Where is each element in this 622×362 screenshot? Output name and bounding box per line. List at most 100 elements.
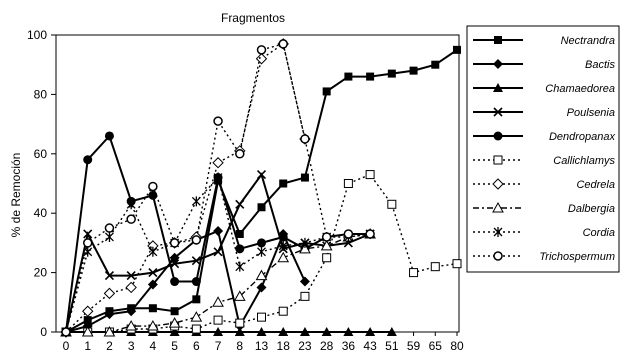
data-point-dalbergia [320,239,333,251]
y-tick-label: 0 [40,325,47,339]
data-point-nectrandra [148,304,157,313]
data-point-nectrandra [453,45,461,54]
legend-label: Callichlamys [553,155,615,167]
legend-marker [494,36,502,44]
data-point-nectrandra [235,229,244,238]
series-line-cordia [65,176,371,333]
data-point-nectrandra [366,72,375,81]
legend-label: Dendropanax [549,131,616,143]
x-tick-label: 65 [429,339,443,353]
legend-item-cedrela: Cedrela [473,178,615,191]
legend-item-poulsenia: Poulsenia [473,107,615,119]
data-point-trichospermum [82,238,93,248]
x-tick-label: 2 [106,339,113,353]
data-point-chamaedorea [343,327,354,336]
legend-item-cordia: Cordia [473,227,615,239]
data-point-bactis [104,309,115,320]
data-point-poulsenia [191,256,201,266]
data-point-nectrandra [344,72,353,81]
data-point-callichlamys [452,259,462,269]
data-point-cedrela [212,157,224,169]
legend-item-chamaedorea: Chamaedorea [473,83,615,95]
legend-label: Trichospermum [539,251,615,263]
data-point-poulsenia [170,259,180,269]
data-point-dendropanax [170,277,180,287]
legend-label: Dalbergia [568,203,615,215]
y-tick-label: 40 [34,206,48,220]
x-tick-label: 5 [171,339,178,353]
x-tick-label: 13 [255,339,269,353]
data-point-chamaedorea [321,327,332,336]
data-point-dalbergia [147,320,159,331]
data-point-cedrela [125,281,137,294]
data-point-trichospermum [126,214,136,224]
data-point-trichospermum [61,327,71,337]
x-tick-label: 80 [450,339,464,353]
data-point-trichospermum [365,229,375,239]
data-point-cordia [191,196,201,207]
data-point-cordia [235,261,245,272]
legend-marker [493,59,503,69]
data-point-trichospermum [191,235,202,245]
data-point-callichlamys [213,315,223,325]
legend-item-dalbergia: Dalbergia [473,201,615,215]
data-point-cedrela [255,53,268,65]
data-point-callichlamys [278,306,288,316]
data-point-dalbergia [125,320,138,331]
data-point-trichospermum [213,116,223,126]
data-point-dalbergia [299,242,311,254]
data-point-nectrandra [387,69,396,78]
x-tick-label: 43 [363,339,377,353]
legend-item-dendropanax: Dendropanax [473,131,615,143]
data-point-trichospermum [169,238,180,248]
legend-box [466,25,620,273]
x-tick-label: 0 [63,339,70,353]
series-cedrela [60,38,311,338]
legend-marker [492,201,504,213]
x-tick-label: 3 [128,339,135,353]
legend-marker [493,251,503,261]
legend-label: Poulsenia [567,107,615,119]
data-point-nectrandra [322,87,331,96]
data-point-poulsenia [126,271,136,281]
data-point-chamaedorea [256,327,267,336]
legend-label: Chamaedorea [545,83,615,95]
data-point-trichospermum [343,229,354,239]
y-tick-label: 20 [34,266,48,280]
data-point-callichlamys [430,262,440,272]
chart-title: Fragmentos [221,11,285,25]
data-point-cordia [257,246,266,257]
data-point-poulsenia [83,229,93,239]
data-point-chamaedorea [299,327,310,336]
series-trichospermum [61,39,375,337]
data-point-nectrandra [170,307,179,316]
x-tick-label: 28 [320,339,334,353]
legend-marker [493,83,503,92]
data-point-trichospermum [300,134,310,144]
data-point-chamaedorea [365,327,376,336]
data-point-cedrela [103,287,116,300]
data-point-dalbergia [255,269,268,281]
data-point-nectrandra [409,66,418,75]
y-tick-label: 60 [34,147,48,161]
x-tick-label: 36 [342,339,356,353]
data-point-poulsenia [148,268,158,278]
legend: Nectrandra Bactis Chamaedorea Poulsenia Dend… [466,25,620,273]
data-point-bactis [126,306,137,317]
data-point-nectrandra [300,173,309,182]
data-point-chamaedorea [234,327,245,336]
data-point-nectrandra [431,60,440,69]
data-point-poulsenia [235,199,245,209]
series-chamaedorea [61,327,397,336]
data-point-callichlamys [365,170,375,180]
data-point-trichospermum [148,181,158,192]
data-point-callichlamys [235,318,245,328]
data-point-cordia [213,172,223,183]
data-point-cordia [148,246,158,257]
data-point-trichospermum [321,232,332,242]
data-point-dendropanax [257,238,266,248]
data-point-dalbergia [190,311,203,322]
x-tick-label: 8 [236,339,243,353]
data-point-dalbergia [212,296,224,307]
